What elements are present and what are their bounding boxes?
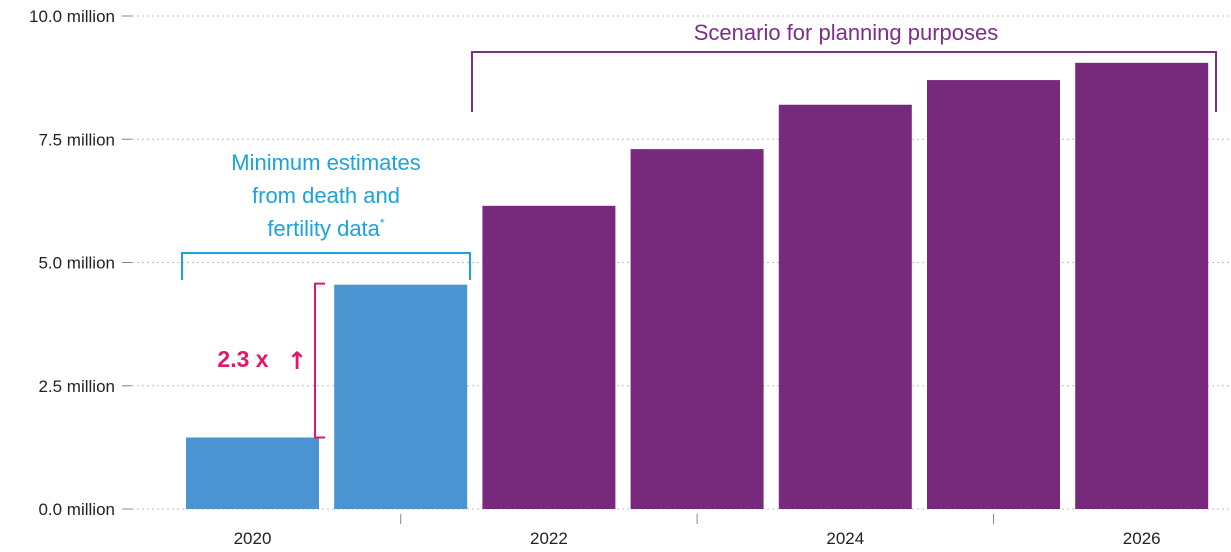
y-tick-label: 2.5 million: [38, 377, 115, 396]
group-label-line: Minimum estimates: [231, 150, 420, 175]
y-tick-label: 5.0 million: [38, 254, 115, 273]
growth-bracket: [314, 282, 325, 439]
growth-multiplier-label: 2.3 x: [217, 346, 268, 372]
bar-2025: [927, 80, 1060, 509]
x-tick-label: 2020: [234, 529, 272, 548]
group-label-line: Scenario for planning purposes: [694, 20, 999, 45]
y-tick-label: 10.0 million: [29, 7, 115, 26]
bar-2026: [1075, 62, 1209, 510]
x-axis-ticks: 2020 2022 2024 2026: [234, 514, 1161, 548]
footnote-mark: *: [380, 216, 385, 230]
y-tick-label: 7.5 million: [38, 130, 115, 149]
bar-2023: [630, 149, 764, 510]
annotations: Minimum estimates from death and fertility…: [181, 20, 1217, 439]
bracket-minimum-estimates: [181, 252, 471, 280]
y-axis-ticks: 0.0 million 2.5 million 5.0 million 7.5 mil…: [29, 7, 132, 519]
up-arrow-icon: ↑: [287, 347, 307, 375]
y-tick-label: 0.0 million: [38, 500, 115, 519]
bracket-scenario: [471, 51, 1217, 112]
x-tick-label: 2026: [1123, 529, 1161, 548]
bars: [186, 62, 1209, 510]
group-label-line: from death and: [252, 183, 400, 208]
x-tick-label: 2024: [826, 529, 864, 548]
bar-2022: [482, 205, 616, 509]
bar-2021: [334, 284, 468, 509]
group-label-line: fertility data*: [267, 216, 385, 241]
x-tick-label: 2022: [530, 529, 568, 548]
bar-2020: [186, 437, 319, 509]
bar-2024: [778, 104, 912, 510]
